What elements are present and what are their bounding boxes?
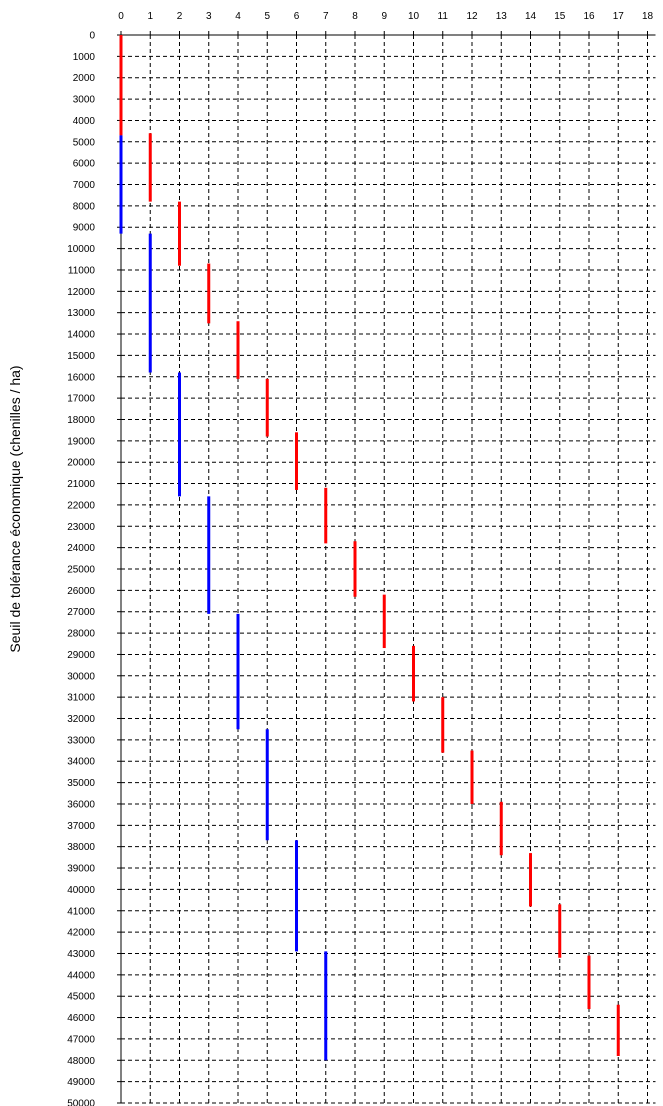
- x-tick-labels: 0 1 2 3 4 5 6 7 8 9 10 11 12 13 14 15 16 17 18: [118, 11, 653, 22]
- y-tick-label: 39000: [67, 864, 95, 875]
- y-tick-label: 5000: [73, 137, 96, 148]
- y-tick-label: 19000: [67, 436, 95, 447]
- y-tick-label: 48000: [67, 1056, 95, 1067]
- y-tick-label: 30000: [67, 671, 95, 682]
- x-tick-label: 8: [352, 11, 358, 22]
- axes: [117, 31, 656, 1104]
- x-tick-label: 14: [525, 11, 537, 22]
- y-tick-labels: 0 1000 2000 3000 4000 5000 6000 7000 8000 9000 100…: [67, 31, 95, 1106]
- y-tick-label: 25000: [67, 565, 95, 576]
- y-tick-label: 41000: [67, 906, 95, 917]
- y-tick-label: 2000: [73, 73, 96, 84]
- grid: [121, 35, 656, 1104]
- y-tick-label: 20000: [67, 458, 95, 469]
- y-axis-label: Seuil de tolérance économique (chenilles…: [7, 365, 23, 652]
- y-tick-label: 3000: [73, 95, 96, 106]
- x-tick-label: 0: [118, 11, 124, 22]
- y-tick-label: 33000: [67, 735, 95, 746]
- y-tick-label: 40000: [67, 885, 95, 896]
- y-tick-label: 6000: [73, 159, 96, 170]
- x-tick-label: 3: [206, 11, 212, 22]
- y-tick-label: 47000: [67, 1034, 95, 1045]
- y-tick-label: 24000: [67, 543, 95, 554]
- y-tick-label: 16000: [67, 372, 95, 383]
- y-tick-label: 44000: [67, 970, 95, 981]
- y-tick-label: 36000: [67, 799, 95, 810]
- y-tick-label: 46000: [67, 1013, 95, 1024]
- y-tick-label: 45000: [67, 992, 95, 1003]
- y-tick-label: 21000: [67, 479, 95, 490]
- x-tick-label: 1: [147, 11, 153, 22]
- y-tick-label: 34000: [67, 757, 95, 768]
- y-tick-label: 12000: [67, 287, 95, 298]
- x-tick-label: 4: [235, 11, 241, 22]
- y-tick-label: 1000: [73, 52, 96, 63]
- y-tick-label: 50000: [67, 1099, 95, 1106]
- x-tick-label: 13: [496, 11, 508, 22]
- y-tick-label: 35000: [67, 778, 95, 789]
- y-tick-label: 31000: [67, 693, 95, 704]
- y-tick-label: 15000: [67, 351, 95, 362]
- x-tick-label: 18: [642, 11, 654, 22]
- x-tick-label: 10: [408, 11, 420, 22]
- y-tick-label: 0: [89, 31, 95, 42]
- y-tick-label: 4000: [73, 116, 96, 127]
- y-tick-label: 13000: [67, 308, 95, 319]
- y-tick-label: 17000: [67, 394, 95, 405]
- y-tick-label: 14000: [67, 330, 95, 341]
- y-tick-label: 32000: [67, 714, 95, 725]
- y-tick-label: 22000: [67, 500, 95, 511]
- y-tick-label: 26000: [67, 586, 95, 597]
- y-tick-label: 37000: [67, 821, 95, 832]
- y-tick-label: 23000: [67, 522, 95, 533]
- x-tick-label: 2: [177, 11, 183, 22]
- y-tick-label: 43000: [67, 949, 95, 960]
- y-tick-label: 42000: [67, 928, 95, 939]
- y-tick-label: 49000: [67, 1077, 95, 1088]
- x-tick-label: 7: [323, 11, 329, 22]
- y-tick-label: 11000: [68, 265, 96, 276]
- x-tick-label: 9: [381, 11, 387, 22]
- y-tick-label: 27000: [67, 607, 95, 618]
- x-tick-label: 16: [583, 11, 595, 22]
- x-tick-label: 15: [554, 11, 566, 22]
- y-tick-label: 10000: [67, 244, 95, 255]
- y-tick-label: 9000: [73, 223, 96, 234]
- y-tick-label: 28000: [67, 629, 95, 640]
- x-tick-label: 5: [264, 11, 270, 22]
- range-bars: [119, 35, 620, 1061]
- y-tick-label: 38000: [67, 842, 95, 853]
- y-tick-label: 7000: [73, 180, 96, 191]
- x-tick-label: 12: [466, 11, 478, 22]
- y-tick-label: 8000: [73, 201, 96, 212]
- x-tick-label: 17: [613, 11, 625, 22]
- x-tick-label: 11: [438, 11, 449, 22]
- y-tick-label: 18000: [67, 415, 95, 426]
- x-tick-label: 6: [294, 11, 300, 22]
- y-tick-label: 29000: [67, 650, 95, 661]
